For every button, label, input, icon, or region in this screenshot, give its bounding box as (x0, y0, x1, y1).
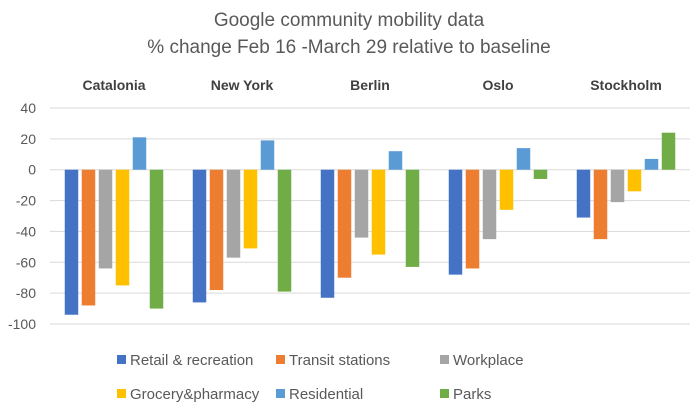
bar (149, 169, 164, 309)
legend-label: Grocery&pharmacy (130, 386, 260, 403)
bar (192, 169, 207, 303)
bar (482, 169, 497, 240)
chart-title: Google community mobility data (214, 10, 485, 31)
bar (499, 169, 514, 210)
bar (64, 169, 79, 315)
legend-label: Workplace (453, 352, 524, 369)
bar (465, 169, 480, 269)
legend-swatch (117, 389, 126, 398)
bar (226, 169, 241, 258)
y-tick-label: -40 (16, 223, 36, 239)
category-label: Berlin (350, 77, 390, 93)
bar (627, 169, 642, 192)
bar (448, 169, 463, 275)
bar (533, 169, 548, 179)
bar (516, 148, 531, 170)
legend-swatch (440, 389, 449, 398)
y-axis-tick-labels: 40 20 0 -20 -40 -60 -80 -100 (8, 100, 36, 332)
category-label: Oslo (482, 77, 513, 93)
bar (81, 169, 96, 306)
y-tick-label: -20 (16, 193, 36, 209)
legend-swatch (117, 355, 126, 364)
y-tick-label: 40 (20, 100, 36, 116)
bar (388, 151, 403, 170)
y-tick-label: 20 (20, 131, 36, 147)
legend-swatch (276, 355, 285, 364)
bar (260, 140, 275, 170)
bar (337, 169, 352, 278)
y-tick-label: -80 (16, 285, 36, 301)
bar (576, 169, 591, 218)
bar (354, 169, 369, 238)
bar (405, 169, 420, 267)
category-labels: Catalonia New York Berlin Oslo Stockholm (82, 77, 661, 93)
bar (277, 169, 292, 292)
y-tick-label: -100 (8, 316, 36, 332)
bar (209, 169, 224, 291)
legend-swatch (440, 355, 449, 364)
legend-label: Parks (453, 386, 491, 403)
category-label: Catalonia (82, 77, 145, 93)
category-label: Stockholm (590, 77, 662, 93)
bar (320, 169, 335, 298)
bar (243, 169, 258, 249)
y-tick-label: -60 (16, 254, 36, 270)
bar (593, 169, 608, 240)
bar (610, 169, 625, 203)
category-label: New York (211, 77, 274, 93)
bar (115, 169, 130, 286)
legend-swatch (276, 389, 285, 398)
bars (64, 132, 676, 315)
y-tick-label: 0 (28, 162, 36, 178)
legend-label: Residential (289, 386, 363, 403)
bar (371, 169, 386, 255)
legend-label: Transit stations (289, 352, 390, 369)
legend-label: Retail & recreation (130, 352, 253, 369)
legend: Retail & recreation Transit stations Workp… (117, 352, 524, 403)
bar (98, 169, 113, 269)
bar (132, 137, 147, 170)
bar (644, 158, 659, 170)
chart-subtitle: % change Feb 16 -March 29 relative to ba… (147, 37, 550, 58)
bar (661, 132, 676, 170)
